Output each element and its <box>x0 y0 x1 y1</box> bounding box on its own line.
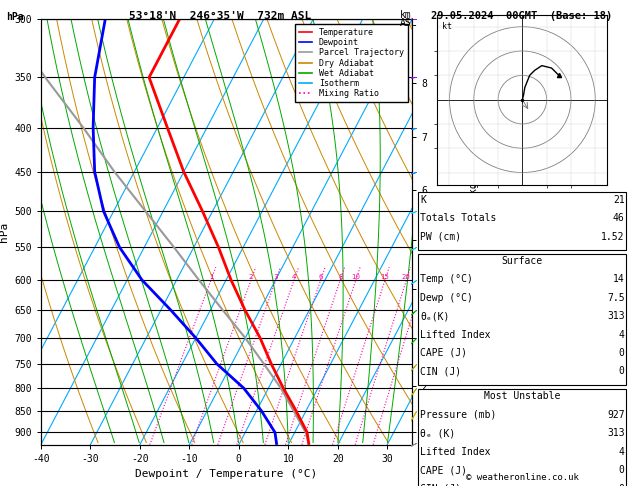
Text: 7.5: 7.5 <box>607 293 625 303</box>
Text: 1: 1 <box>209 274 213 280</box>
Text: 29.05.2024  00GMT  (Base: 18): 29.05.2024 00GMT (Base: 18) <box>431 11 613 21</box>
Text: θₑ(K): θₑ(K) <box>420 311 450 321</box>
X-axis label: Dewpoint / Temperature (°C): Dewpoint / Temperature (°C) <box>135 469 318 479</box>
Text: 0: 0 <box>619 465 625 475</box>
Text: 15: 15 <box>381 274 389 280</box>
Text: 0: 0 <box>619 348 625 358</box>
Text: θₑ (K): θₑ (K) <box>420 428 455 438</box>
Text: 10: 10 <box>352 274 360 280</box>
Text: 53°18'N  246°35'W  732m ASL: 53°18'N 246°35'W 732m ASL <box>129 11 311 21</box>
Text: 46: 46 <box>613 213 625 224</box>
Text: LCL: LCL <box>420 407 437 417</box>
Text: 3: 3 <box>274 274 278 280</box>
Text: Lifted Index: Lifted Index <box>420 330 491 340</box>
Text: 313: 313 <box>607 311 625 321</box>
Text: ASL: ASL <box>400 18 418 28</box>
Text: © weatheronline.co.uk: © weatheronline.co.uk <box>466 473 579 482</box>
Text: Dewp (°C): Dewp (°C) <box>420 293 473 303</box>
Text: 0: 0 <box>619 366 625 377</box>
Text: CAPE (J): CAPE (J) <box>420 465 467 475</box>
Text: hPa: hPa <box>6 12 24 22</box>
Text: PW (cm): PW (cm) <box>420 232 461 242</box>
Text: 21: 21 <box>613 195 625 205</box>
Text: km: km <box>400 10 412 20</box>
Y-axis label: Mixing Ratio (g/kg): Mixing Ratio (g/kg) <box>469 176 479 288</box>
Text: 313: 313 <box>607 428 625 438</box>
Legend: Temperature, Dewpoint, Parcel Trajectory, Dry Adiabat, Wet Adiabat, Isotherm, Mi: Temperature, Dewpoint, Parcel Trajectory… <box>296 24 408 103</box>
Text: Temp (°C): Temp (°C) <box>420 274 473 284</box>
Text: 20: 20 <box>402 274 411 280</box>
Text: 927: 927 <box>607 410 625 420</box>
Text: 0: 0 <box>619 484 625 486</box>
Text: CIN (J): CIN (J) <box>420 484 461 486</box>
Text: Surface: Surface <box>502 256 543 266</box>
Text: kt: kt <box>442 22 452 31</box>
Text: 4: 4 <box>619 330 625 340</box>
Text: 4: 4 <box>619 447 625 457</box>
Text: 6: 6 <box>318 274 323 280</box>
Text: Lifted Index: Lifted Index <box>420 447 491 457</box>
Text: CAPE (J): CAPE (J) <box>420 348 467 358</box>
Text: 8: 8 <box>338 274 343 280</box>
Text: CIN (J): CIN (J) <box>420 366 461 377</box>
Text: Pressure (mb): Pressure (mb) <box>420 410 496 420</box>
Text: 1.52: 1.52 <box>601 232 625 242</box>
Text: 2: 2 <box>249 274 253 280</box>
Text: Totals Totals: Totals Totals <box>420 213 496 224</box>
Y-axis label: hPa: hPa <box>0 222 9 242</box>
Text: 4: 4 <box>292 274 296 280</box>
Text: 14: 14 <box>613 274 625 284</box>
Text: K: K <box>420 195 426 205</box>
Text: Most Unstable: Most Unstable <box>484 391 560 401</box>
